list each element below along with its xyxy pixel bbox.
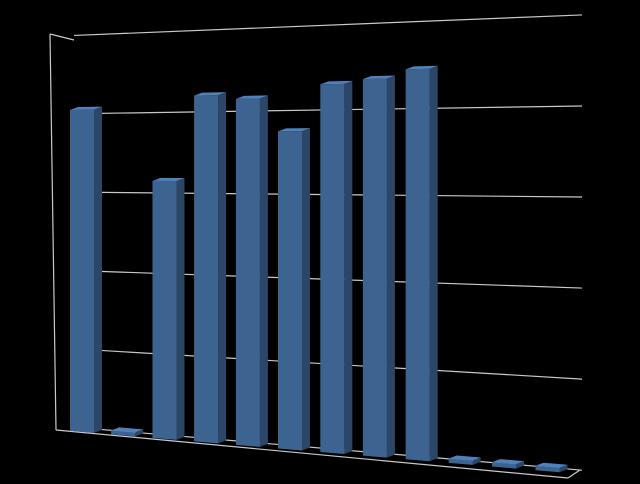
bar-top — [194, 92, 227, 96]
bar — [535, 465, 560, 473]
bar-side — [386, 75, 395, 458]
floor-front-edge — [55, 429, 569, 479]
bar-side — [344, 80, 353, 455]
bar-side — [302, 128, 310, 451]
bar-top — [362, 75, 395, 80]
bar-top — [70, 106, 102, 111]
bar — [448, 458, 473, 465]
bar-top — [405, 65, 438, 70]
bar-side — [176, 177, 185, 440]
grid-line — [73, 14, 583, 37]
bar — [235, 98, 260, 447]
bar-top — [492, 459, 524, 465]
bar-side — [559, 464, 568, 473]
bar — [152, 180, 177, 440]
bar — [320, 83, 345, 455]
bar-top — [152, 177, 185, 181]
bar-side — [472, 457, 481, 465]
bar-side — [135, 429, 144, 437]
bar-top — [320, 80, 353, 85]
bar — [492, 462, 516, 469]
bar-top — [235, 95, 268, 99]
bar — [194, 95, 219, 444]
bar-top — [278, 128, 310, 132]
bar — [111, 430, 136, 437]
bar — [362, 78, 387, 458]
left-wall-edge — [49, 33, 57, 431]
bar — [70, 109, 94, 433]
bar-side — [259, 95, 268, 447]
left-wall-top — [49, 33, 75, 41]
bar — [405, 68, 430, 462]
bar-top — [111, 427, 144, 433]
bar-side — [218, 92, 227, 444]
bar-side — [429, 65, 438, 462]
bar-side — [94, 106, 102, 433]
bar-top — [448, 455, 481, 461]
bar — [278, 131, 302, 451]
floor-right-edge — [567, 469, 581, 479]
bar-top — [535, 462, 568, 468]
bar-side — [516, 461, 524, 469]
